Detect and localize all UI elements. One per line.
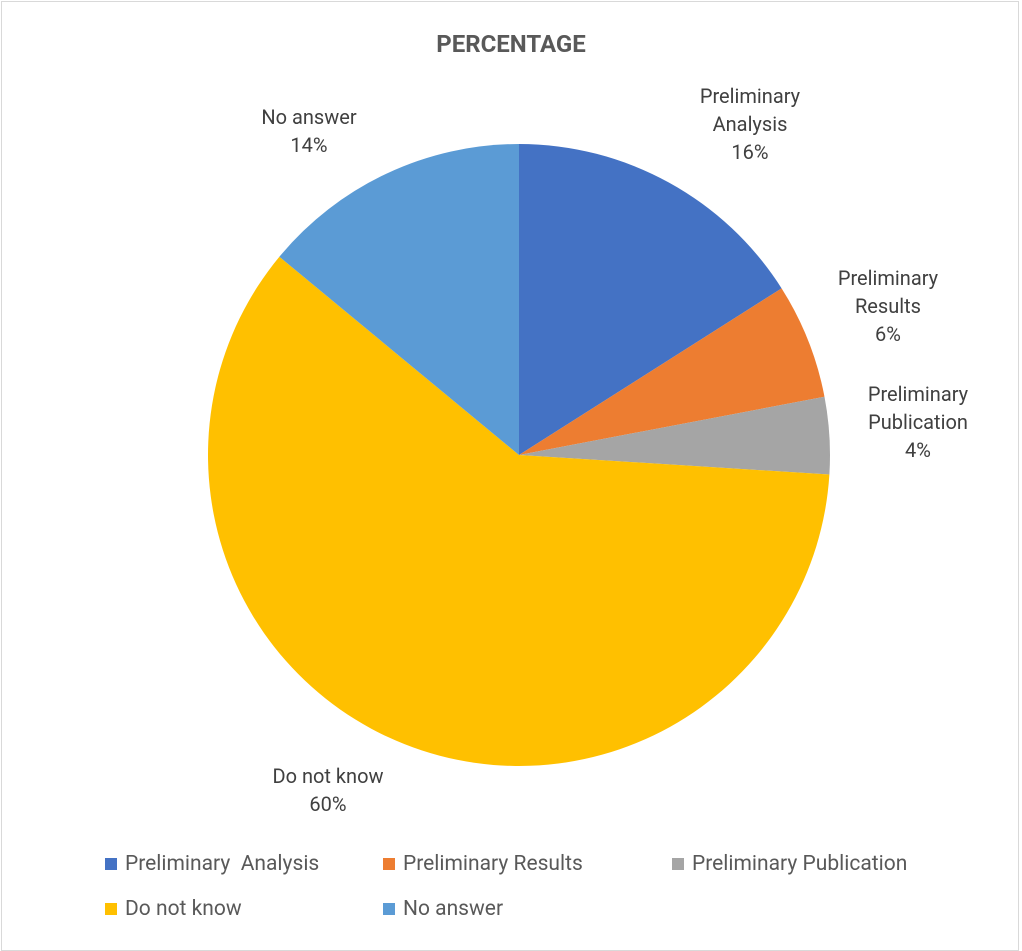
data-label-value: 4%: [905, 438, 931, 462]
pie-slice: [519, 144, 782, 455]
legend-item: Preliminary Results: [383, 852, 583, 876]
data-label: Preliminary Publication 4%: [853, 380, 983, 464]
data-label: Preliminary Analysis 16%: [685, 82, 815, 166]
pie-slice: [519, 396, 830, 475]
legend-item: Preliminary Publication: [672, 852, 907, 876]
legend-item: No answer: [383, 897, 503, 921]
data-label: Do not know 60%: [253, 762, 403, 818]
data-label: Preliminary Results 6%: [823, 264, 953, 348]
data-label-value: 6%: [875, 322, 901, 346]
legend-item: Preliminary Analysis: [105, 852, 319, 876]
legend-swatch: [672, 858, 684, 870]
data-label-name: Preliminary Publication: [867, 382, 969, 434]
data-label: No answer 14%: [234, 103, 384, 159]
legend-label: Preliminary Publication: [692, 852, 908, 876]
data-label-value: 14%: [290, 133, 328, 157]
legend-swatch: [105, 858, 117, 870]
data-label-name: Preliminary Analysis: [699, 84, 801, 136]
data-label-value: 16%: [731, 140, 769, 164]
data-label-name: No answer: [261, 105, 357, 129]
pie-slice: [279, 144, 519, 455]
legend-label: No answer: [403, 897, 504, 921]
pie-slice: [207, 256, 830, 766]
legend-label: Preliminary Results: [403, 852, 583, 876]
data-label-name: Preliminary Results: [837, 266, 939, 318]
chart-title: PERCENTAGE: [436, 30, 586, 58]
data-label-value: 60%: [309, 792, 347, 816]
legend-label: Preliminary Analysis: [125, 852, 320, 876]
legend-swatch: [383, 858, 395, 870]
data-label-name: Do not know: [272, 764, 384, 788]
legend-item: Do not know: [105, 897, 242, 921]
legend-swatch: [383, 903, 395, 915]
pie-slice: [519, 288, 825, 455]
legend-swatch: [105, 903, 117, 915]
legend-label: Do not know: [125, 897, 242, 921]
